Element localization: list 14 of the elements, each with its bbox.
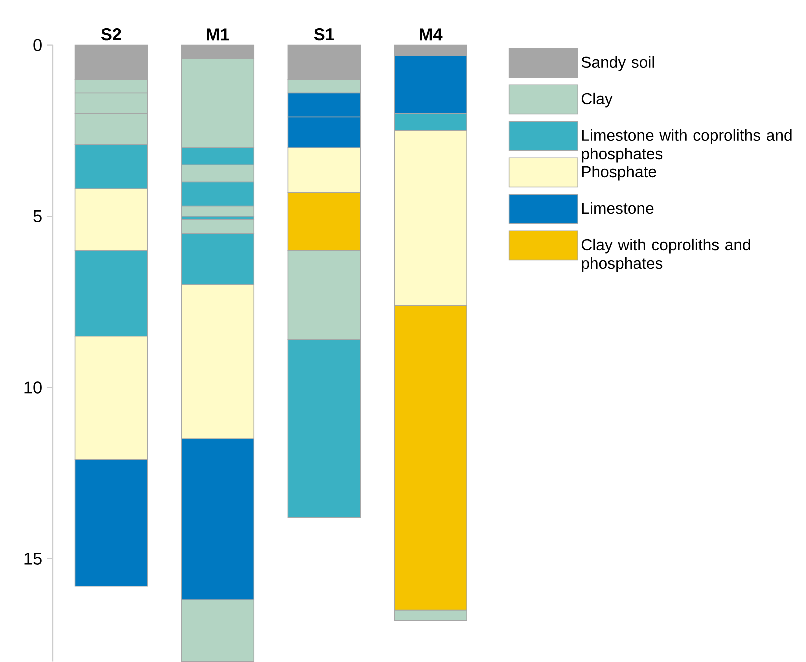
legend-label: Limestone with coproliths and phosphates — [582, 129, 792, 163]
legend-label: Clay with coproliths and phosphates — [582, 238, 750, 272]
x-tick-label: S2 — [101, 28, 122, 40]
y-tick-label: 0 — [34, 39, 42, 52]
legend-label: Phosphate — [582, 166, 656, 181]
y-tick-label: 5 — [34, 210, 42, 222]
legend-label: Sandy soil — [582, 56, 654, 72]
y-tick-label: 15 — [24, 552, 42, 565]
x-tick-label: S1 — [314, 28, 334, 40]
legend-label: Clay — [582, 92, 613, 108]
x-tick-label: M1 — [207, 28, 230, 40]
legend-label: Limestone — [582, 202, 654, 214]
y-tick-label: 10 — [24, 381, 42, 394]
x-tick-label: M4 — [420, 28, 443, 40]
